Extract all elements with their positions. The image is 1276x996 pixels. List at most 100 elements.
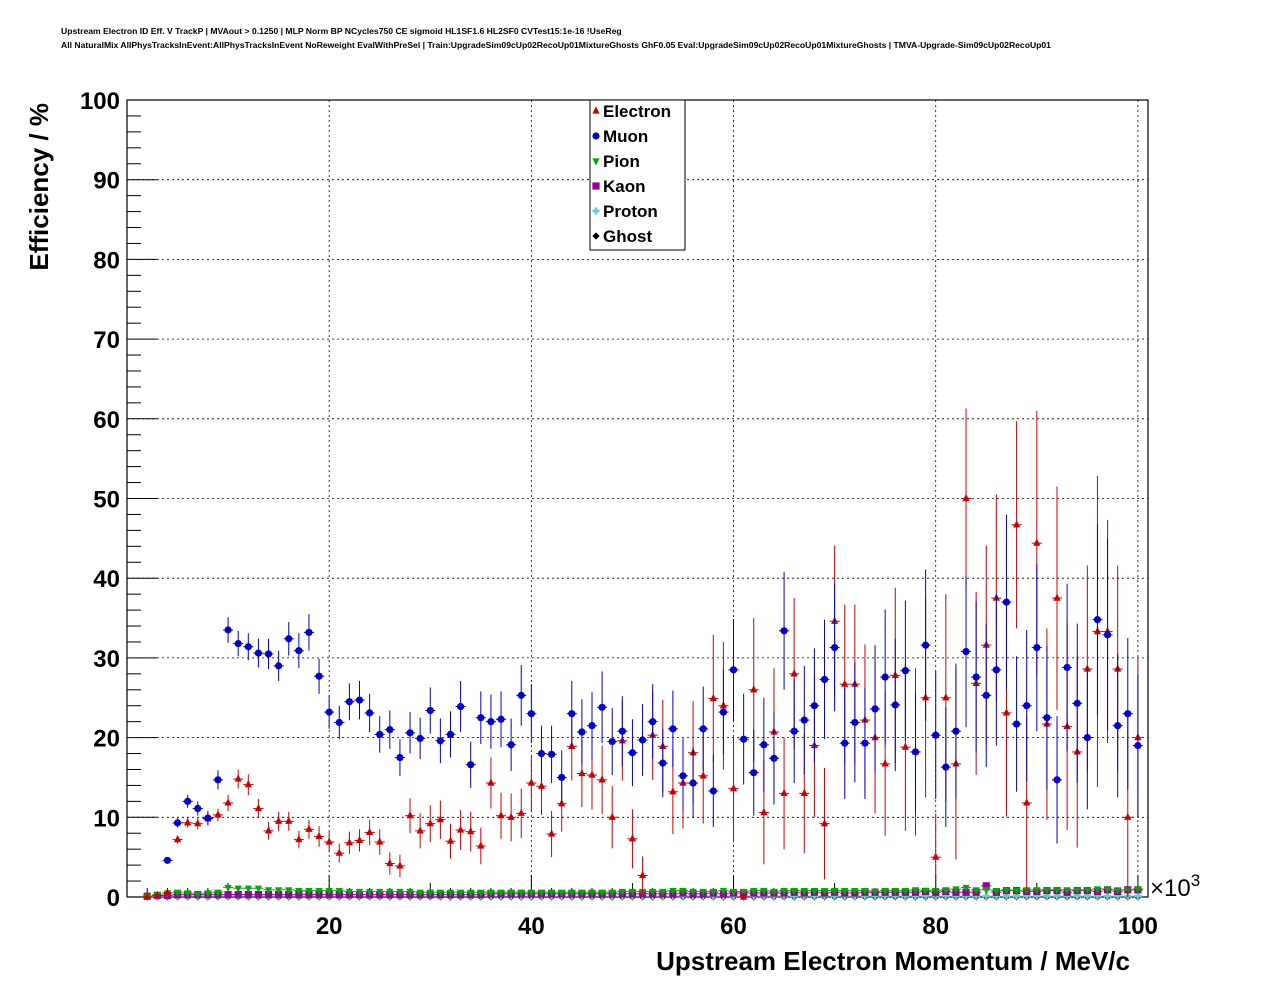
data-point — [1012, 888, 1021, 896]
data-point — [325, 888, 333, 896]
data-point — [962, 892, 970, 900]
x-axis-multiplier-base: ×10 — [1150, 875, 1191, 902]
data-point — [467, 761, 475, 769]
x-tick-label: 100 — [1118, 913, 1158, 940]
data-point — [1063, 887, 1071, 895]
data-point — [295, 647, 303, 655]
data-point — [285, 816, 293, 824]
data-point-v — [995, 892, 998, 900]
data-point — [669, 787, 677, 795]
data-point-v — [883, 892, 887, 900]
data-point — [982, 691, 990, 699]
data-point — [396, 888, 404, 897]
data-point — [1124, 710, 1132, 718]
data-point — [234, 639, 242, 648]
data-point — [911, 887, 920, 895]
data-point — [1023, 892, 1031, 900]
data-point — [517, 808, 525, 816]
data-point — [689, 888, 697, 897]
data-point-v — [1035, 892, 1039, 900]
data-point — [285, 887, 293, 895]
data-point — [194, 804, 202, 813]
data-point — [901, 892, 909, 900]
data-point — [1103, 631, 1112, 639]
data-point — [355, 888, 364, 897]
data-point — [1033, 892, 1041, 900]
data-point — [224, 626, 232, 634]
header-line-1: Upstream Electron ID Eff. V TrackP | MVA… — [61, 26, 622, 36]
data-point — [527, 889, 535, 897]
data-point — [325, 837, 333, 845]
data-point — [790, 888, 798, 896]
data-point — [214, 889, 222, 897]
data-point — [295, 888, 303, 896]
data-point — [527, 778, 535, 786]
data-point — [214, 776, 222, 784]
x-tick-label: 60 — [720, 913, 747, 940]
data-point — [679, 888, 687, 896]
legend-label-pion: Pion — [603, 152, 640, 171]
data-point — [628, 888, 637, 897]
data-point — [1053, 776, 1061, 784]
data-point — [234, 885, 242, 893]
data-point — [578, 728, 586, 736]
y-tick-label: 70 — [93, 327, 120, 354]
y-tick-label: 40 — [93, 566, 120, 593]
data-point — [355, 696, 364, 704]
data-point — [547, 750, 556, 758]
data-point — [537, 781, 546, 789]
data-point — [982, 887, 990, 895]
data-point — [810, 892, 819, 900]
data-point — [841, 739, 849, 747]
data-point — [790, 727, 798, 735]
data-point — [396, 861, 404, 869]
data-point — [275, 816, 283, 824]
data-point — [1073, 887, 1081, 895]
data-point — [1114, 887, 1122, 895]
data-point — [1093, 892, 1102, 900]
data-point — [254, 885, 263, 893]
data-point-v — [1065, 892, 1069, 900]
data-point — [669, 725, 677, 733]
data-point — [295, 835, 303, 843]
data-point — [962, 493, 970, 502]
data-point — [1053, 593, 1061, 601]
data-point — [345, 698, 353, 706]
data-point — [1053, 892, 1061, 900]
data-point — [224, 891, 232, 899]
data-point-v — [944, 892, 948, 900]
data-point — [305, 888, 313, 896]
data-point — [649, 718, 657, 726]
data-point — [264, 650, 273, 658]
data-point — [416, 826, 424, 834]
data-point — [376, 730, 384, 739]
data-point — [770, 888, 778, 897]
y-tick-label: 0 — [107, 885, 120, 912]
data-point — [790, 892, 798, 900]
data-point-v — [914, 892, 917, 900]
data-point — [366, 827, 374, 836]
data-point — [760, 888, 768, 896]
series-pion — [142, 884, 1143, 901]
data-point — [497, 811, 505, 819]
data-point — [871, 705, 879, 713]
data-point — [446, 889, 455, 897]
y-tick-label: 60 — [93, 407, 120, 434]
data-point — [750, 769, 758, 777]
data-point — [972, 887, 980, 895]
data-point — [568, 710, 576, 718]
data-point — [820, 675, 829, 684]
data-point — [568, 889, 576, 897]
data-point — [598, 889, 606, 897]
data-point — [740, 892, 748, 900]
data-point — [335, 888, 343, 896]
data-point — [982, 892, 990, 900]
data-point — [254, 803, 263, 812]
data-point — [1012, 892, 1021, 900]
data-point — [740, 735, 748, 743]
data-point — [1093, 616, 1102, 624]
data-point — [537, 749, 546, 758]
data-point — [871, 888, 879, 897]
data-point — [184, 890, 192, 898]
data-point — [1033, 643, 1041, 652]
